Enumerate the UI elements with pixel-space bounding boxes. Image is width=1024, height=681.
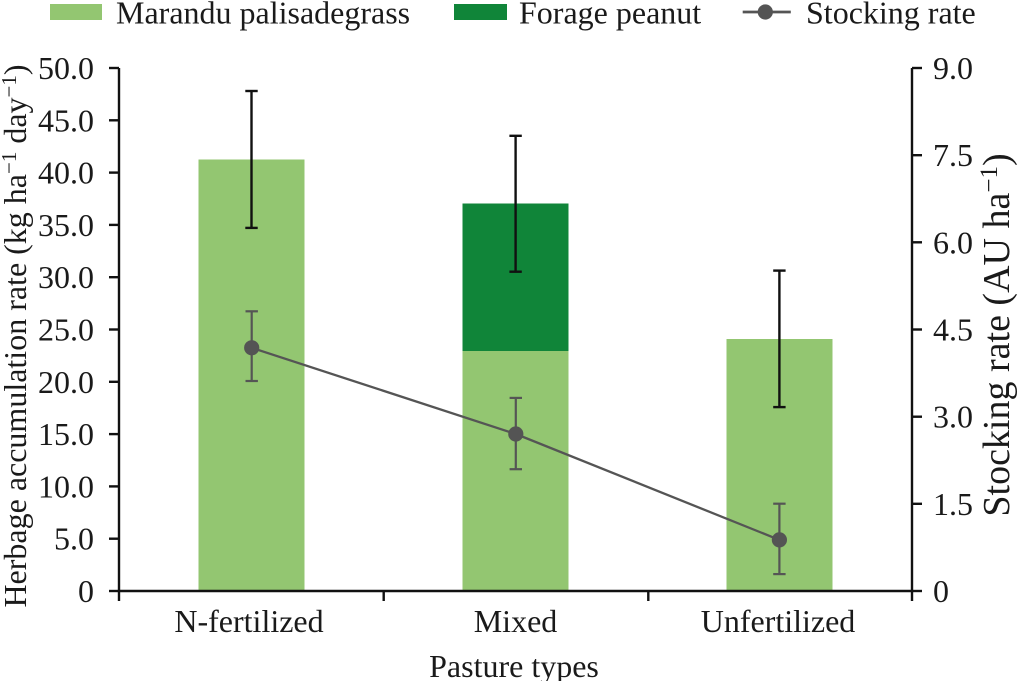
svg-text:9.0: 9.0 <box>933 50 973 86</box>
svg-text:Unfertilized: Unfertilized <box>701 603 856 639</box>
svg-text:Pasture types: Pasture types <box>429 648 599 681</box>
svg-text:25.0: 25.0 <box>38 312 94 348</box>
svg-text:35.0: 35.0 <box>38 207 94 243</box>
svg-text:N-fertilized: N-fertilized <box>174 603 323 639</box>
svg-text:6.0: 6.0 <box>933 224 973 260</box>
svg-text:40.0: 40.0 <box>38 155 94 191</box>
svg-text:15.0: 15.0 <box>38 416 94 452</box>
svg-text:1.5: 1.5 <box>933 486 973 522</box>
svg-text:20.0: 20.0 <box>38 364 94 400</box>
svg-text:7.5: 7.5 <box>933 137 973 173</box>
svg-text:10.0: 10.0 <box>38 468 94 504</box>
svg-text:Forage peanut: Forage peanut <box>519 0 701 31</box>
svg-text:0: 0 <box>78 573 94 609</box>
svg-text:30.0: 30.0 <box>38 259 94 295</box>
svg-text:4.5: 4.5 <box>933 312 973 348</box>
svg-text:Herbage accumulation rate (kg: Herbage accumulation rate (kg ha−1 day−1… <box>0 64 33 607</box>
svg-text:5.0: 5.0 <box>54 521 94 557</box>
svg-text:50.0: 50.0 <box>38 50 94 86</box>
svg-text:Mixed: Mixed <box>474 603 558 639</box>
svg-text:Marandu palisadegrass: Marandu palisadegrass <box>116 0 410 31</box>
svg-text:45.0: 45.0 <box>38 102 94 138</box>
svg-text:Stocking rate (AU ha−1): Stocking rate (AU ha−1) <box>976 153 1018 516</box>
svg-text:0: 0 <box>933 573 949 609</box>
svg-text:3.0: 3.0 <box>933 399 973 435</box>
svg-text:Stocking rate: Stocking rate <box>806 0 976 31</box>
